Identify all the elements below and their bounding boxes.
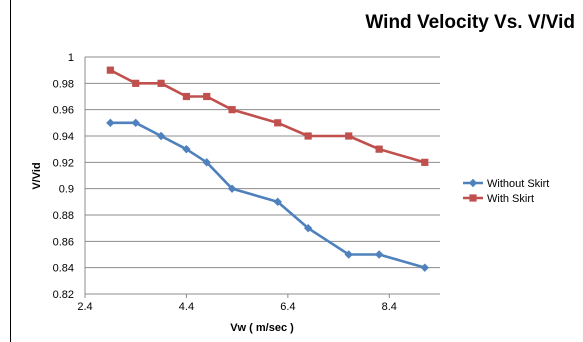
y-tick-label: 0.98 — [53, 78, 74, 90]
data-point-with-skirt — [228, 106, 236, 114]
data-point-with-skirt — [203, 92, 211, 101]
tick-labels: 0.82 0.84 0.86 0.88 0.9 0.92 0.94 0.96 0.98 1 2.4 4… — [53, 52, 397, 313]
data-point-without-skirt — [303, 223, 313, 233]
data-point-without-skirt — [202, 158, 211, 167]
data-point-without-skirt — [374, 250, 384, 259]
data-point-with-skirt — [375, 145, 383, 153]
y-tick-label: 0.92 — [53, 157, 74, 169]
y-tick-label: 1 — [68, 52, 74, 64]
data-point-without-skirt — [273, 197, 282, 207]
data-point-without-skirt — [227, 184, 237, 193]
legend-marker-without-skirt — [468, 178, 478, 188]
x-tick-label: 2.4 — [77, 301, 92, 313]
data-point-without-skirt — [156, 131, 166, 141]
x-axis-label: Vw ( m/sec ) — [230, 322, 294, 334]
axes — [84, 57, 440, 298]
y-tick-label: 0.84 — [53, 263, 74, 275]
legend-label-with-skirt: With Skirt — [487, 193, 534, 205]
legend-label-without-skirt: Without Skirt — [487, 178, 549, 190]
y-tick-label: 0.94 — [53, 131, 74, 143]
y-tick-label: 0.9 — [59, 184, 74, 196]
data-point-with-skirt — [182, 92, 191, 101]
chart-title: Wind Velocity Vs. V/Vid — [365, 12, 575, 33]
y-tick-label: 0.88 — [53, 210, 74, 222]
legend-item-without-skirt: Without Skirt — [463, 178, 549, 190]
legend-item-with-skirt: With Skirt — [463, 193, 534, 205]
x-tick-label: 6.4 — [280, 301, 295, 313]
gridlines — [85, 56, 440, 295]
data-point-without-skirt — [344, 250, 353, 259]
x-tick-label: 8.4 — [382, 301, 397, 313]
data-point-without-skirt — [106, 118, 115, 128]
x-tick-label: 4.4 — [179, 301, 194, 313]
series — [106, 66, 429, 272]
data-point-without-skirt — [182, 144, 191, 154]
y-axis-label: V/Vid — [31, 162, 43, 189]
data-point-with-skirt — [132, 79, 140, 87]
series-with-skirt — [106, 66, 429, 166]
data-point-with-skirt — [106, 66, 114, 74]
data-point-with-skirt — [345, 132, 353, 140]
data-point-with-skirt — [274, 119, 282, 127]
y-tick-label: 0.86 — [53, 236, 74, 248]
data-point-without-skirt — [131, 118, 140, 128]
series-without-skirt — [106, 118, 429, 272]
data-point-with-skirt — [157, 79, 165, 87]
legend: Without Skirt With Skirt — [463, 178, 549, 205]
y-tick-label: 0.82 — [53, 289, 74, 301]
legend-marker-with-skirt — [469, 194, 477, 202]
data-point-with-skirt — [304, 132, 312, 140]
data-point-without-skirt — [420, 263, 429, 272]
frame-left-border — [10, 0, 11, 342]
series-line-without-skirt — [109, 121, 427, 269]
y-tick-label: 0.96 — [53, 105, 74, 117]
data-point-with-skirt — [421, 158, 429, 166]
